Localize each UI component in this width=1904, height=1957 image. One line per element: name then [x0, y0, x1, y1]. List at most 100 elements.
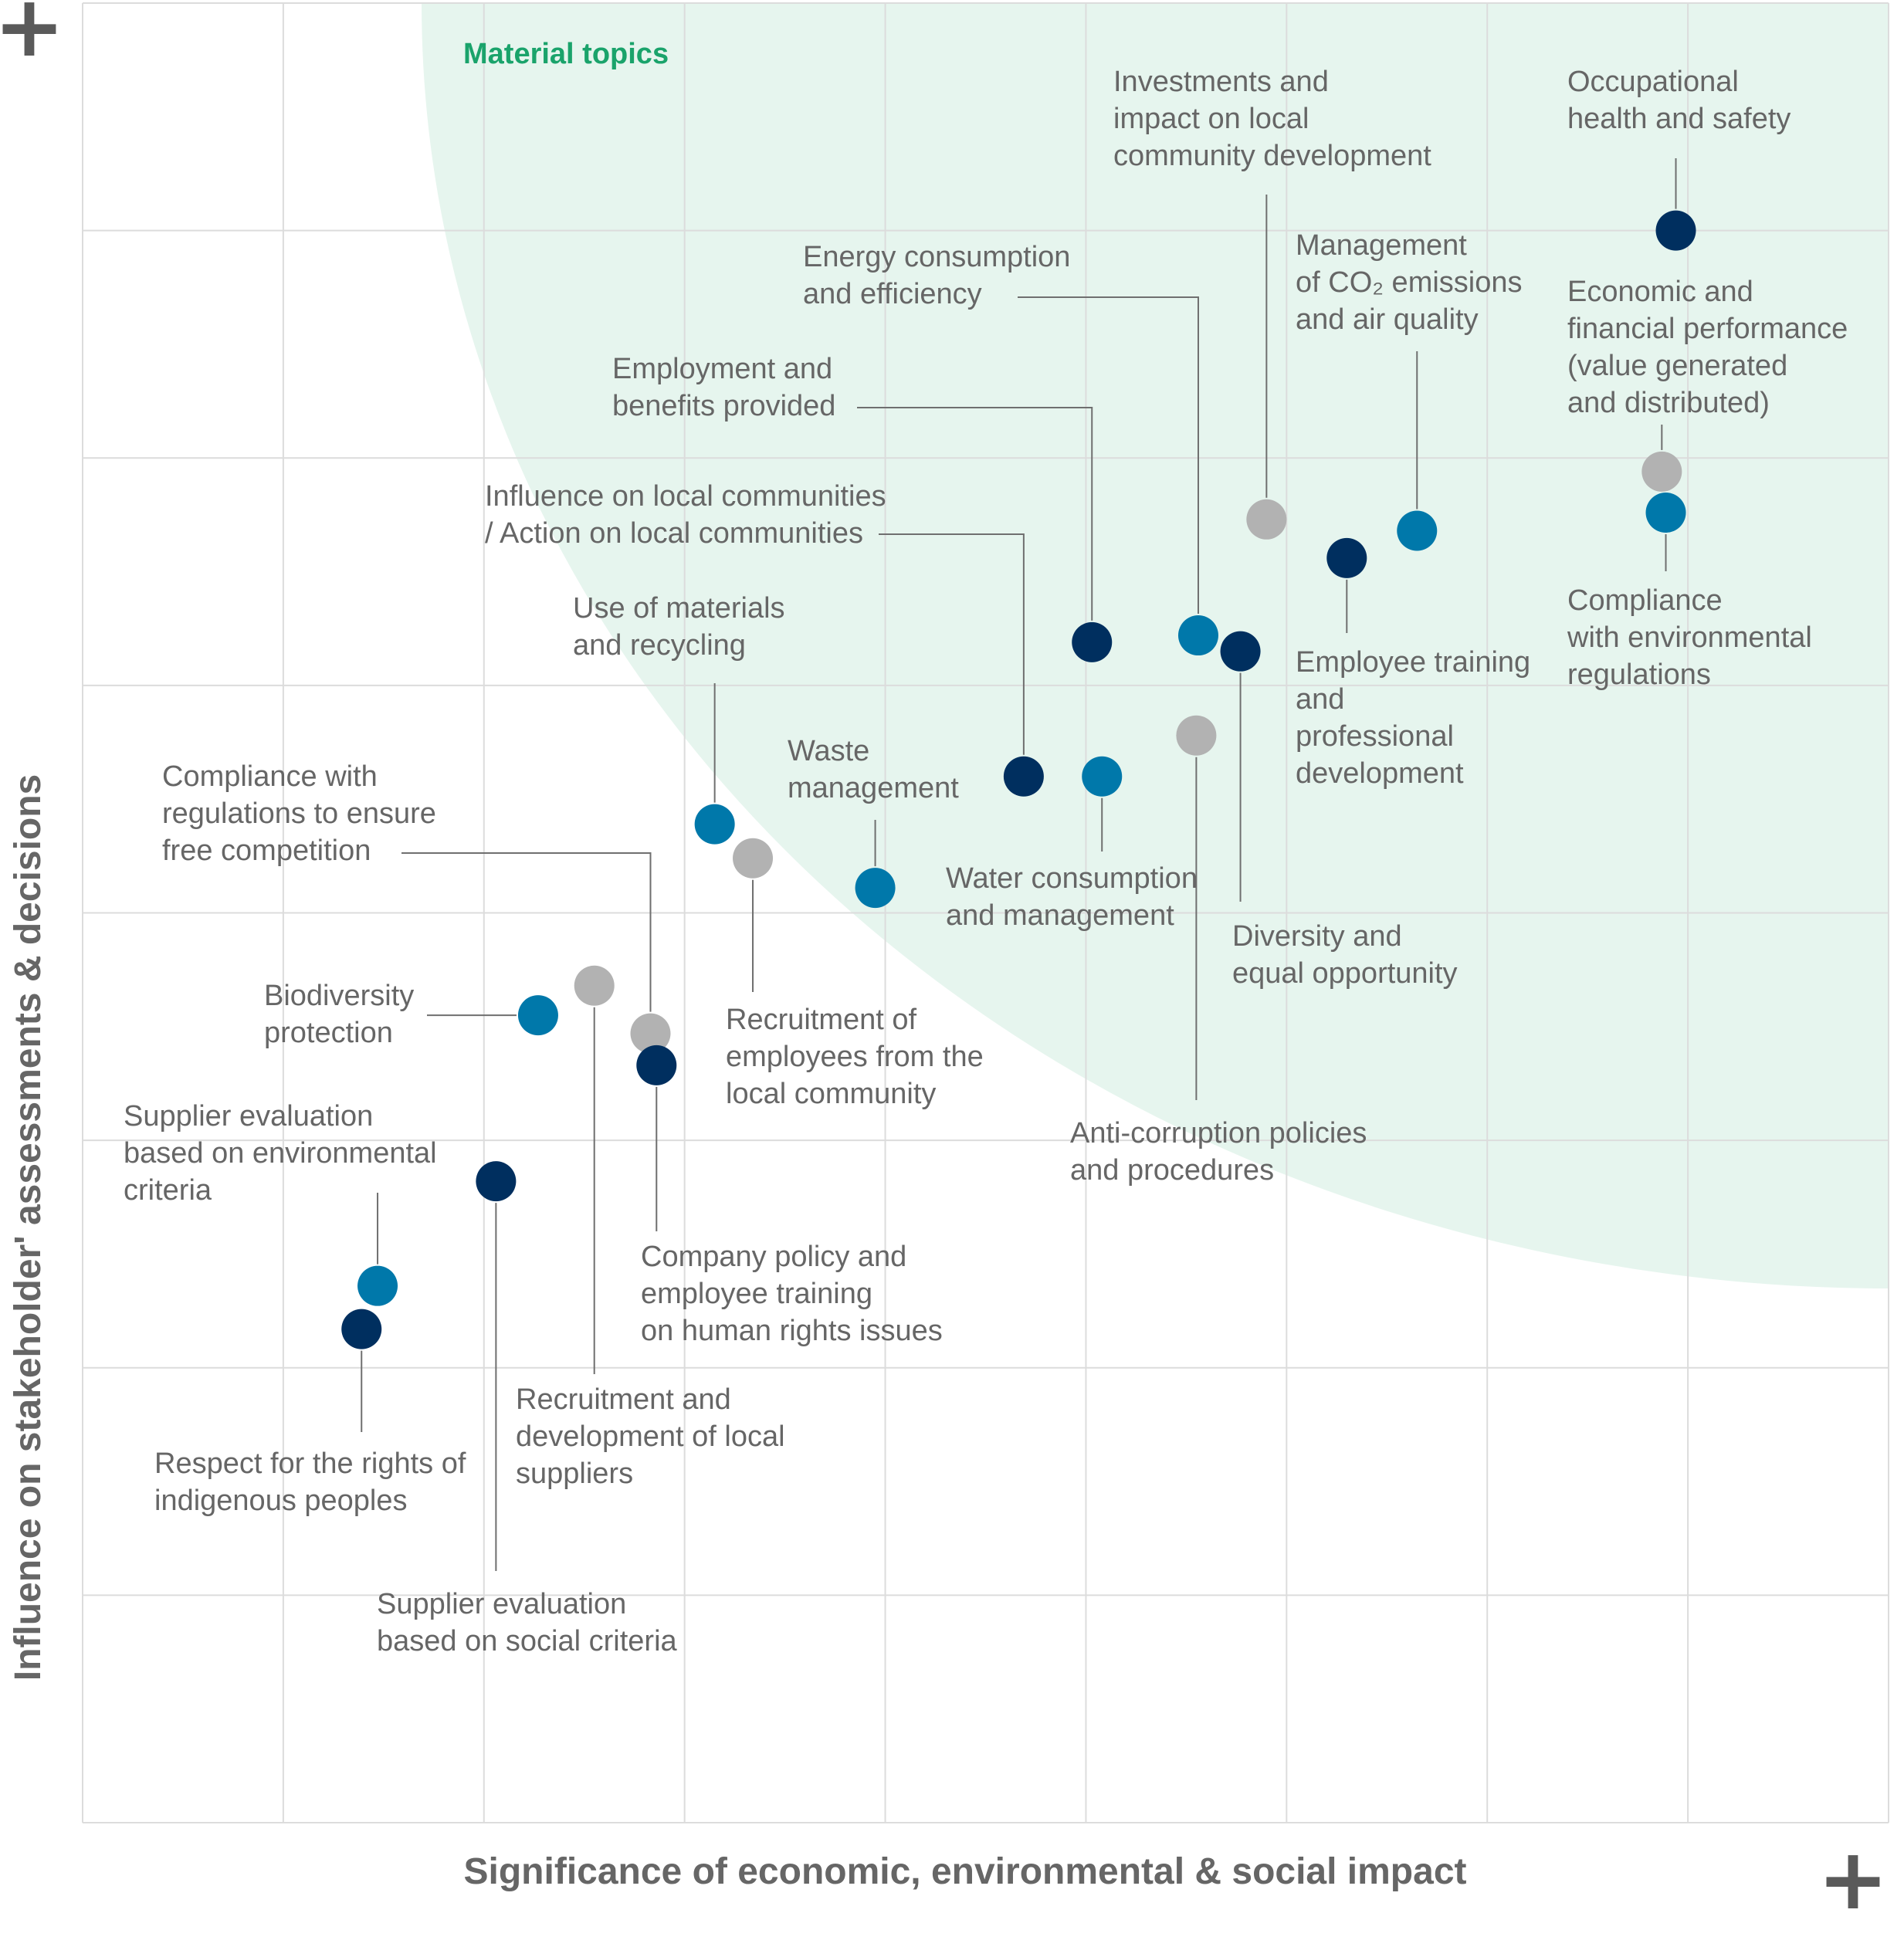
point-label-line: Supplier evaluation [377, 1588, 626, 1620]
point-label: Respect for the rights of indigenous peop… [154, 1447, 466, 1517]
point-label: Company policy and employee training on hu… [641, 1241, 943, 1347]
point-label-line: health and safety [1567, 103, 1791, 135]
point-label-line: Respect for the rights of [154, 1447, 466, 1480]
point-label-line: Employment and [612, 353, 832, 385]
data-point [1397, 510, 1438, 551]
data-point [1641, 451, 1682, 492]
point-label-line: and [1296, 683, 1344, 716]
point-label-line: equal opportunity [1232, 957, 1458, 990]
point-label: Water consumption and management [946, 862, 1198, 932]
leader-line [879, 533, 1025, 755]
data-point [1220, 631, 1261, 672]
point-label: Supplier evaluation based on social crite… [377, 1588, 678, 1657]
point-label-line: protection [264, 1017, 393, 1049]
point-label-line: and efficiency [803, 278, 982, 310]
point-label: Energy consumption and efficiency [803, 241, 1070, 310]
point-label-line: suppliers [516, 1458, 633, 1490]
y-axis-label: Influence on stakeholder' assessments & … [8, 774, 49, 1681]
data-point [733, 838, 774, 879]
point-label-line: Energy consumption [803, 241, 1070, 273]
data-point [1645, 492, 1686, 533]
leader-line [401, 852, 652, 1012]
data-point [636, 1045, 677, 1085]
data-point [1655, 210, 1696, 251]
point-label-line: and air quality [1296, 303, 1479, 336]
point-label: Economic and financial performance (value … [1567, 276, 1848, 419]
data-point [630, 1013, 671, 1054]
point-label: Diversity and equal opportunity [1232, 920, 1458, 990]
data-point [341, 1309, 382, 1349]
x-axis-label: Significance of economic, environmental … [464, 1851, 1467, 1892]
point-label-line: Recruitment and [516, 1383, 731, 1416]
point-label-line: criteria [124, 1174, 212, 1207]
point-label-line: local community [726, 1078, 936, 1110]
point-label-line: Biodiversity [264, 980, 414, 1012]
point-label-line: based on environmental [124, 1137, 437, 1170]
point-label-line: impact on local [1113, 103, 1309, 135]
data-point [1176, 715, 1217, 756]
point-label-line: Influence on local communities [485, 480, 886, 513]
point-label-line: Waste [788, 735, 869, 767]
data-point [517, 995, 558, 1036]
data-point [574, 965, 615, 1006]
point-label-line: Recruitment of [726, 1004, 917, 1036]
point-label-line: Supplier evaluation [124, 1100, 373, 1133]
point-label: Biodiversity protection [264, 980, 414, 1049]
data-point [1246, 499, 1287, 540]
data-point [1072, 621, 1113, 662]
data-point [357, 1265, 398, 1306]
point-label: Investments and impact on local community … [1113, 66, 1431, 172]
point-label-line: Compliance with [162, 760, 378, 793]
point-label-line: and procedures [1070, 1154, 1274, 1187]
material-region [422, 3, 1889, 1288]
leader-line [857, 407, 1093, 621]
point-label-line: free competition [162, 835, 371, 867]
data-point [476, 1161, 517, 1202]
point-label-line: benefits provided [612, 390, 835, 422]
point-label-line: Occupational [1567, 66, 1739, 98]
point-label-line: employees from the [726, 1041, 984, 1073]
point-label: Compliance with environmental regulations [1567, 584, 1812, 691]
data-point [1082, 756, 1123, 797]
grid-layer [82, 2, 1889, 1823]
point-label-line: Economic and [1567, 276, 1753, 308]
data-point [694, 804, 735, 845]
data-point [855, 868, 896, 909]
point-label: Occupational health and safety [1567, 66, 1791, 135]
point-label-line: Anti-corruption policies [1070, 1117, 1367, 1149]
point-label-line: professional [1296, 720, 1454, 753]
material-region-layer [422, 3, 1889, 1288]
point-label-line: Company policy and [641, 1241, 906, 1273]
x-axis-plus-icon: + [1818, 1830, 1889, 1928]
point-label-line: community development [1113, 140, 1431, 172]
point-label-line: Employee training [1296, 646, 1530, 679]
leader-line [1018, 296, 1199, 615]
point-label-line: based on social criteria [377, 1625, 678, 1657]
point-label: Employment and benefits provided [612, 353, 835, 422]
point-label-line: development [1296, 757, 1464, 790]
point-label: Employee training and professional developm… [1296, 646, 1530, 790]
point-label: Anti-corruption policies and procedures [1070, 1117, 1367, 1187]
point-label-line: of CO₂ emissions [1296, 266, 1523, 299]
point-label-line: and distributed) [1567, 387, 1770, 419]
point-label: Use of materials and recycling [573, 592, 785, 662]
point-label: Influence on local communities / Action o… [485, 480, 886, 550]
point-label-line: management [788, 772, 959, 804]
point-label-line: financial performance [1567, 313, 1848, 345]
data-point [1003, 756, 1044, 797]
material-topics-label: Material topics [463, 38, 669, 70]
point-label-line: Water consumption [946, 862, 1198, 895]
point-label-line: regulations to ensure [162, 797, 436, 830]
point-label-line: development of local [516, 1420, 785, 1453]
y-axis-plus-icon: + [0, 0, 65, 76]
point-label: Recruitment and development of local suppl… [516, 1383, 785, 1490]
point-label-line: Compliance [1567, 584, 1723, 617]
data-point [1326, 537, 1367, 578]
point-label: Waste management [788, 735, 959, 804]
point-label-line: and management [946, 899, 1174, 932]
point-label-line: and recycling [573, 629, 746, 662]
point-label-line: Management [1296, 229, 1467, 262]
point-label: Supplier evaluation based on environmenta… [124, 1100, 437, 1207]
point-label-line: indigenous peoples [154, 1485, 408, 1517]
